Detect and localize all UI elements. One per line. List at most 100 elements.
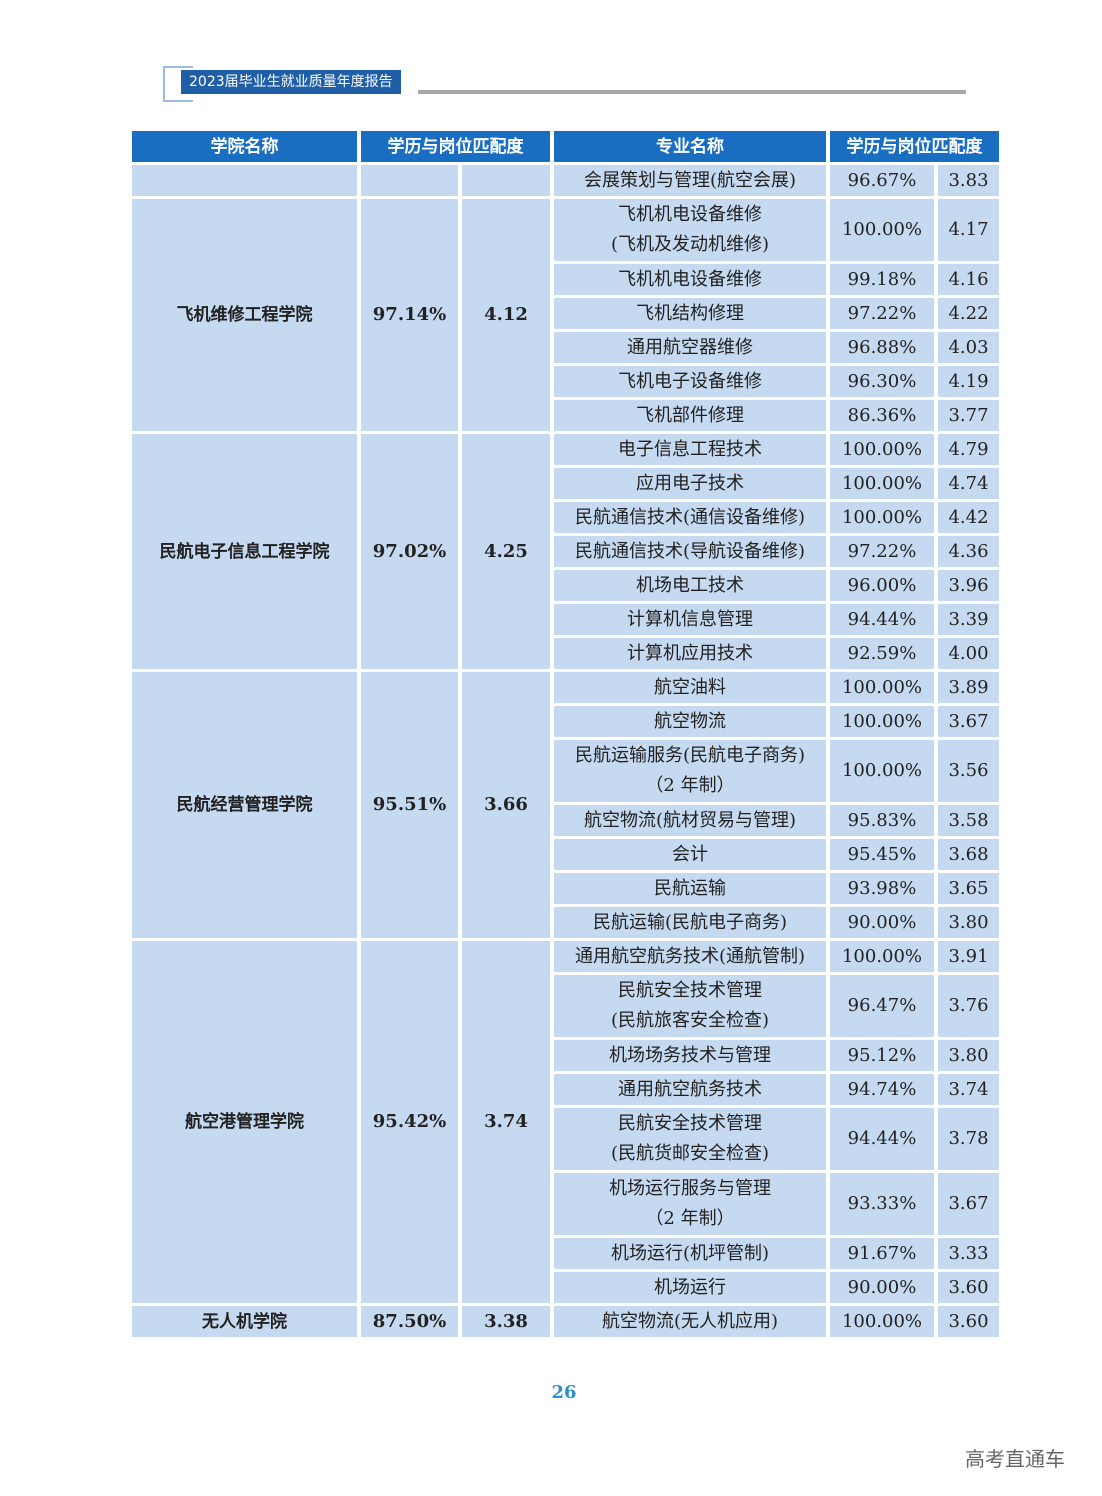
header-rule	[418, 90, 966, 94]
table-row: 计算机信息管理 94.44% 3.39	[132, 604, 999, 635]
major-name: 航空物流(无人机应用)	[554, 1306, 826, 1337]
major-match-rate: 97.22%	[830, 298, 934, 329]
table-row: 民航安全技术管理 (民航货邮安全检查) 94.44% 3.78	[132, 1108, 999, 1170]
college-match-score: 3.74	[462, 941, 550, 1303]
major-name: 航空物流(航材贸易与管理)	[554, 805, 826, 836]
major-name: 计算机信息管理	[554, 604, 826, 635]
major-name: 飞机机电设备维修	[554, 264, 826, 295]
college-match-score: 3.66	[462, 672, 550, 938]
major-name: 飞机部件修理	[554, 400, 826, 431]
major-name: 会展策划与管理(航空会展)	[554, 165, 826, 196]
table-row: 机场运行 90.00% 3.60	[132, 1272, 999, 1303]
table-row: 机场电工技术 96.00% 3.96	[132, 570, 999, 601]
table-row: 飞机机电设备维修 99.18% 4.16	[132, 264, 999, 295]
table-row: 民航通信技术(导航设备维修) 97.22% 4.36	[132, 536, 999, 567]
table-row: 机场运行(机坪管制) 91.67% 3.33	[132, 1238, 999, 1269]
major-name: 会计	[554, 839, 826, 870]
major-match-rate: 96.00%	[830, 570, 934, 601]
table-row: 计算机应用技术 92.59% 4.00	[132, 638, 999, 669]
major-name: 机场运行(机坪管制)	[554, 1238, 826, 1269]
major-match-rate: 86.36%	[830, 400, 934, 431]
college-name: 民航电子信息工程学院	[132, 434, 357, 669]
watermark: 高考直通车	[965, 1447, 1065, 1471]
major-name: 机场电工技术	[554, 570, 826, 601]
major-match-score: 3.91	[938, 941, 999, 972]
major-match-score: 4.00	[938, 638, 999, 669]
college-match-score	[462, 165, 550, 196]
major-match-rate: 97.22%	[830, 536, 934, 567]
major-match-score: 4.79	[938, 434, 999, 465]
major-name: 通用航空器维修	[554, 332, 826, 363]
major-name: 航空物流	[554, 706, 826, 737]
major-match-score: 3.67	[938, 706, 999, 737]
major-match-score: 4.42	[938, 502, 999, 533]
table-header-row: 学院名称 学历与岗位匹配度 专业名称 学历与岗位匹配度	[132, 131, 999, 162]
major-name: 民航安全技术管理 (民航旅客安全检查)	[554, 975, 826, 1037]
header-bracket	[163, 66, 193, 102]
college-name: 航空港管理学院	[132, 941, 357, 1303]
major-name: 民航运输服务(民航电子商务) （2 年制）	[554, 740, 826, 802]
table-row: 民航运输(民航电子商务) 90.00% 3.80	[132, 907, 999, 938]
major-match-rate: 96.30%	[830, 366, 934, 397]
major-match-rate: 96.88%	[830, 332, 934, 363]
major-match-rate: 99.18%	[830, 264, 934, 295]
major-match-score: 4.74	[938, 468, 999, 499]
table-row: 通用航空器维修 96.88% 4.03	[132, 332, 999, 363]
major-name: 机场运行服务与管理 （2 年制）	[554, 1173, 826, 1235]
major-match-score: 3.83	[938, 165, 999, 196]
college-match-score: 4.25	[462, 434, 550, 669]
major-match-score: 4.16	[938, 264, 999, 295]
major-name: 通用航空航务技术(通航管制)	[554, 941, 826, 972]
college-name: 飞机维修工程学院	[132, 199, 357, 431]
major-name: 航空油料	[554, 672, 826, 703]
table-row: 航空物流 100.00% 3.67	[132, 706, 999, 737]
major-name: 民航通信技术(通信设备维修)	[554, 502, 826, 533]
table-row: 机场场务技术与管理 95.12% 3.80	[132, 1040, 999, 1071]
major-name: 应用电子技术	[554, 468, 826, 499]
table-row: 无人机学院 87.50% 3.38 航空物流(无人机应用) 100.00% 3.60	[132, 1306, 999, 1337]
major-match-rate: 91.67%	[830, 1238, 934, 1269]
college-match-rate: 95.51%	[361, 672, 458, 938]
table-row: 民航电子信息工程学院 97.02% 4.25 电子信息工程技术 100.00% 4.79	[132, 434, 999, 669]
major-name: 计算机应用技术	[554, 638, 826, 669]
table-row: 民航安全技术管理 (民航旅客安全检查) 96.47% 3.76	[132, 975, 999, 1037]
major-match-score: 3.77	[938, 400, 999, 431]
table-row: 飞机维修工程学院 97.14% 4.12 飞机机电设备维修 (飞机及发动机维修) 100…	[132, 199, 999, 431]
major-match-rate: 92.59%	[830, 638, 934, 669]
major-match-score: 4.19	[938, 366, 999, 397]
major-match-rate: 100.00%	[830, 740, 934, 802]
table-row: 会展策划与管理(航空会展) 96.67% 3.83	[132, 165, 999, 196]
major-match-rate: 94.44%	[830, 1108, 934, 1170]
major-match-rate: 94.44%	[830, 604, 934, 635]
table-row: 飞机部件修理 86.36% 3.77	[132, 400, 999, 431]
major-name: 通用航空航务技术	[554, 1074, 826, 1105]
college-match-rate: 95.42%	[361, 941, 458, 1303]
major-match-rate: 100.00%	[830, 706, 934, 737]
major-match-score: 3.78	[938, 1108, 999, 1170]
table-row: 机场运行服务与管理 （2 年制） 93.33% 3.67	[132, 1173, 999, 1235]
col-major-match: 学历与岗位匹配度	[830, 131, 999, 162]
major-match-score: 4.36	[938, 536, 999, 567]
major-match-score: 4.22	[938, 298, 999, 329]
major-name: 民航运输(民航电子商务)	[554, 907, 826, 938]
major-match-rate: 100.00%	[830, 502, 934, 533]
major-match-score: 3.67	[938, 1173, 999, 1235]
college-name: 无人机学院	[132, 1306, 357, 1337]
major-match-score: 3.39	[938, 604, 999, 635]
table-row: 航空港管理学院 95.42% 3.74 通用航空航务技术(通航管制) 100.00% 3.…	[132, 941, 999, 1303]
major-name: 飞机电子设备维修	[554, 366, 826, 397]
match-table: 学院名称 学历与岗位匹配度 专业名称 学历与岗位匹配度 会展策划与管理(航空会展…	[128, 128, 1003, 1340]
major-name: 民航安全技术管理 (民航货邮安全检查)	[554, 1108, 826, 1170]
col-college-match: 学历与岗位匹配度	[361, 131, 550, 162]
table-row: 民航运输 93.98% 3.65	[132, 873, 999, 904]
major-match-rate: 94.74%	[830, 1074, 934, 1105]
table-row: 会计 95.45% 3.68	[132, 839, 999, 870]
major-match-score: 3.96	[938, 570, 999, 601]
major-match-score: 3.33	[938, 1238, 999, 1269]
major-name: 电子信息工程技术	[554, 434, 826, 465]
major-match-score: 3.80	[938, 1040, 999, 1071]
table-row: 应用电子技术 100.00% 4.74	[132, 468, 999, 499]
col-major: 专业名称	[554, 131, 826, 162]
major-match-rate: 100.00%	[830, 672, 934, 703]
table-row: 飞机结构修理 97.22% 4.22	[132, 298, 999, 329]
